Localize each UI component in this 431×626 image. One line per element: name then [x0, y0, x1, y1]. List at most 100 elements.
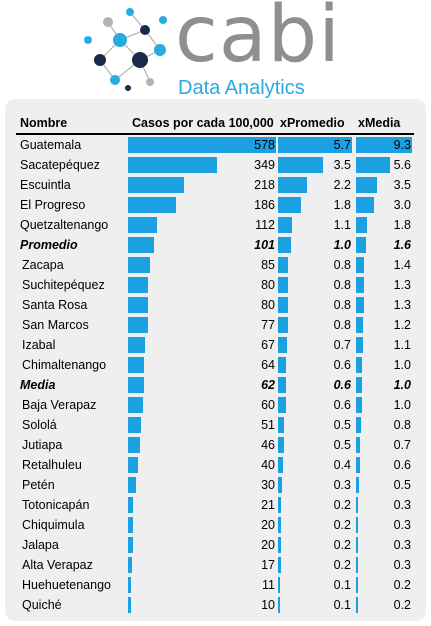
row-name: Zacapa: [22, 258, 64, 272]
cell-xprom: 0.2: [278, 515, 354, 535]
bar-xmedia: [356, 357, 363, 373]
value-xprom: 0.6: [333, 358, 351, 372]
bar-xmedia: [356, 297, 364, 313]
row-name: Retalhuleu: [22, 458, 82, 472]
cell-xprom: 0.6: [278, 395, 354, 415]
cell-xmedia: 1.4: [356, 255, 414, 275]
cell-xmedia: 3.0: [356, 195, 414, 215]
cell-cases: 64: [128, 355, 278, 375]
bar-xmedia: [356, 437, 361, 453]
row-name: Petén: [22, 478, 55, 492]
cell-cases: 186: [128, 195, 278, 215]
row-name: El Progreso: [20, 198, 86, 212]
bar-xprom: [278, 497, 281, 513]
value-cases: 218: [254, 178, 275, 192]
bar-cases: [128, 177, 184, 193]
value-xprom: 0.8: [333, 278, 351, 292]
header-casos: Casos por cada 100,000: [132, 116, 274, 130]
table-row: Media 62 0.6 1.0: [16, 375, 414, 395]
value-cases: 112: [255, 218, 275, 232]
bar-xprom: [278, 437, 285, 453]
value-xmedia: 0.6: [393, 458, 411, 472]
bar-cases: [128, 537, 134, 553]
bar-xmedia: [356, 477, 359, 493]
value-xmedia: 1.0: [393, 398, 411, 412]
cell-cases: 578: [128, 135, 278, 155]
bar-xprom: [278, 577, 280, 593]
bar-xmedia: [356, 217, 367, 233]
bar-xprom: [278, 157, 324, 173]
table-row: Santa Rosa 80 0.8 1.3: [16, 295, 414, 315]
table-row: Jalapa 20 0.2 0.3: [16, 535, 414, 555]
value-cases: 64: [261, 358, 275, 372]
bar-xprom: [278, 217, 293, 233]
table-row: Sololá 51 0.5 0.8: [16, 415, 414, 435]
bar-cases: [128, 237, 154, 253]
table-row: Escuintla 218 2.2 3.5: [16, 175, 414, 195]
bar-xprom: [278, 337, 288, 353]
bar-cases: [128, 357, 145, 373]
bar-xmedia: [356, 537, 358, 553]
row-name: Baja Verapaz: [22, 398, 97, 412]
value-cases: 77: [261, 318, 275, 332]
row-name: Alta Verapaz: [22, 558, 93, 572]
value-xprom: 0.2: [333, 518, 351, 532]
row-name: Guatemala: [20, 138, 82, 152]
cell-cases: 40: [128, 455, 278, 475]
value-xmedia: 1.3: [393, 278, 411, 292]
bar-xprom: [278, 457, 284, 473]
value-cases: 17: [261, 558, 275, 572]
table-row: Quiché 10 0.1 0.2: [16, 595, 414, 615]
header-rule: [16, 133, 414, 135]
bar-cases: [128, 497, 134, 513]
value-xmedia: 0.2: [393, 578, 411, 592]
bar-xprom: [278, 277, 289, 293]
bar-xprom: [278, 377, 286, 393]
cell-xprom: 5.7: [278, 135, 354, 155]
row-name: Suchitepéquez: [22, 278, 105, 292]
bar-xmedia: [356, 417, 361, 433]
value-xprom: 0.2: [333, 498, 351, 512]
value-xmedia: 9.3: [393, 138, 411, 152]
logo-subtitle: Data Analytics: [178, 77, 305, 99]
value-xmedia: 3.5: [393, 178, 411, 192]
cell-cases: 80: [128, 275, 278, 295]
bar-cases: [128, 157, 218, 173]
table-row: San Marcos 77 0.8 1.2: [16, 315, 414, 335]
value-xmedia: 0.3: [393, 518, 411, 532]
value-cases: 62: [261, 378, 275, 392]
bar-cases: [128, 417, 142, 433]
value-xprom: 0.8: [333, 298, 351, 312]
cases-table: Nombre Casos por cada 100,000 xPromedio …: [16, 114, 414, 614]
bar-xmedia: [356, 257, 365, 273]
cell-xmedia: 9.3: [356, 135, 414, 155]
header-nombre: Nombre: [20, 116, 68, 130]
value-cases: 80: [261, 298, 275, 312]
bar-xmedia: [356, 317, 364, 333]
cell-cases: 349: [128, 155, 278, 175]
cell-xmedia: 0.2: [356, 595, 414, 615]
value-xprom: 1.8: [333, 198, 351, 212]
bar-xprom: [278, 317, 289, 333]
value-xmedia: 0.3: [393, 498, 411, 512]
cell-xprom: 0.2: [278, 555, 354, 575]
cell-cases: 10: [128, 595, 278, 615]
row-name: Totonicapán: [22, 498, 90, 512]
value-xprom: 0.8: [333, 318, 351, 332]
cell-xprom: 0.7: [278, 335, 354, 355]
row-name: Escuintla: [20, 178, 71, 192]
bar-xprom: [278, 197, 302, 213]
bar-cases: [128, 377, 144, 393]
row-name: Izabal: [22, 338, 56, 352]
value-xprom: 0.6: [333, 378, 351, 392]
cell-xprom: 0.2: [278, 535, 354, 555]
value-xmedia: 0.7: [393, 438, 411, 452]
row-name: Quetzaltenango: [20, 218, 109, 232]
value-xprom: 5.7: [333, 138, 351, 152]
header-xmedia: xMedia: [358, 116, 401, 130]
row-name: Promedio: [20, 238, 78, 252]
value-xmedia: 0.3: [393, 538, 411, 552]
value-xmedia: 0.8: [393, 418, 411, 432]
table-panel: [5, 99, 426, 621]
cell-xmedia: 1.8: [356, 215, 414, 235]
